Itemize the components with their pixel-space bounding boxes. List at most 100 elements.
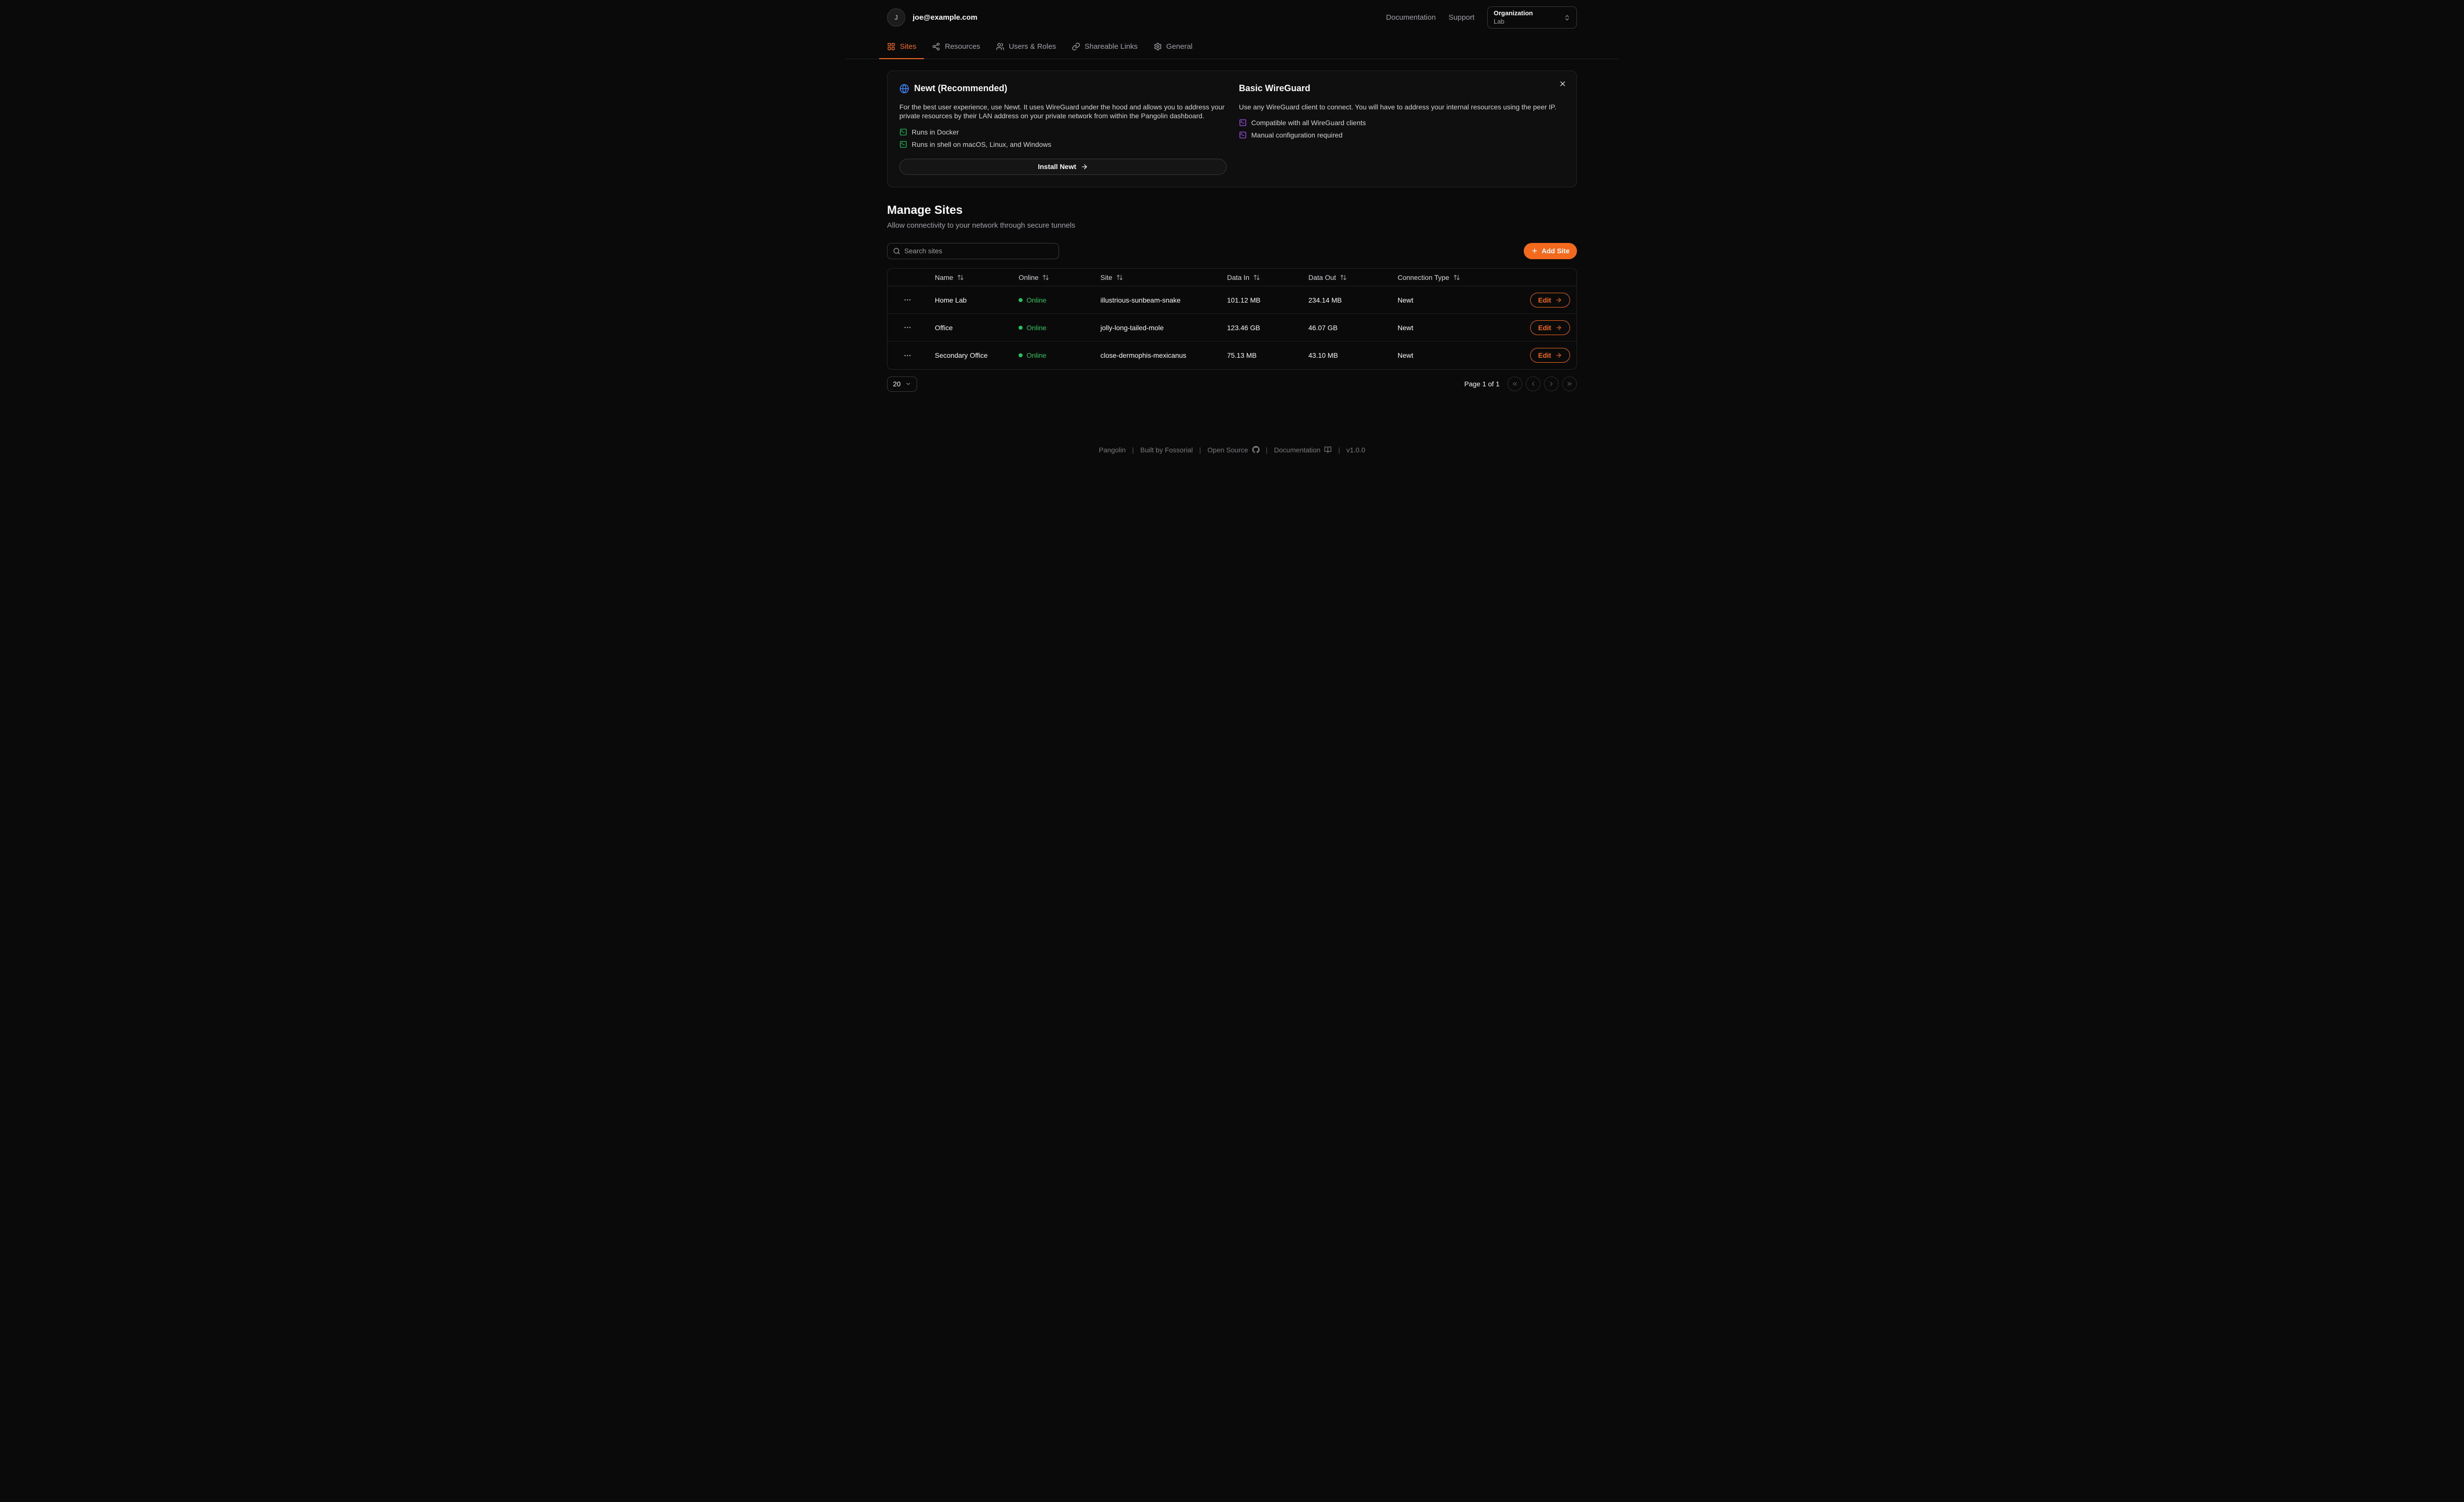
pager-buttons (1507, 376, 1577, 392)
wireguard-feature-manual: Manual configuration required (1239, 131, 1565, 139)
tab-sites[interactable]: Sites (879, 35, 924, 59)
site-name: Home Lab (935, 296, 967, 304)
edit-site-button[interactable]: Edit (1530, 320, 1570, 335)
add-site-button[interactable]: Add Site (1524, 242, 1577, 259)
table-row: Secondary Office Online close-dermophis-… (888, 341, 1576, 369)
data-out-value: 46.07 GB (1308, 323, 1338, 332)
footer-separator: | (1266, 445, 1268, 454)
row-actions-button[interactable] (891, 293, 923, 307)
row-edit-cell: Edit (1524, 341, 1576, 369)
arrow-right-icon (1555, 297, 1562, 304)
footer-separator: | (1132, 445, 1134, 454)
edit-site-button[interactable]: Edit (1530, 292, 1570, 307)
organization-selector[interactable]: Organization Lab (1487, 6, 1577, 29)
close-icon (1559, 80, 1567, 88)
row-connection-type-cell: Newt (1390, 286, 1524, 314)
users-icon (996, 42, 1004, 51)
nav-documentation-link[interactable]: Documentation (1386, 13, 1436, 22)
previous-page-button[interactable] (1526, 376, 1540, 392)
pager-controls: Page 1 of 1 (1464, 376, 1577, 392)
user-identity: J joe@example.com (887, 8, 977, 27)
tab-users-roles-label: Users & Roles (1009, 42, 1056, 51)
page-size-select[interactable]: 20 (887, 376, 917, 392)
sort-name-control[interactable]: Name (935, 273, 964, 281)
footer-fossorial-link[interactable]: Built by Fossorial (1140, 445, 1193, 454)
connection-type-value: Newt (1398, 296, 1413, 304)
edit-button-label: Edit (1538, 323, 1551, 332)
sort-data-out-control[interactable]: Data Out (1308, 273, 1347, 281)
tab-sites-label: Sites (900, 42, 917, 51)
online-dot-icon (1019, 353, 1023, 358)
user-email: joe@example.com (913, 13, 978, 22)
terminal-square-icon (1239, 131, 1247, 139)
sites-table-body: Home Lab Online illustrious-sunbeam-snak… (888, 286, 1576, 369)
next-page-button[interactable] (1544, 376, 1559, 392)
site-slug: close-dermophis-mexicanus (1100, 351, 1187, 360)
banner-close-button[interactable] (1557, 78, 1569, 90)
tab-resources[interactable]: Resources (924, 35, 988, 59)
search-icon (893, 247, 900, 255)
organization-selector-value: Lab (1494, 17, 1505, 25)
online-status: Online (1019, 296, 1089, 304)
page-footer: Pangolin | Built by Fossorial | Open Sou… (887, 446, 1577, 454)
row-data-in-cell: 75.13 MB (1219, 341, 1300, 369)
edit-site-button[interactable]: Edit (1530, 348, 1570, 363)
newt-feature-shell-label: Runs in shell on macOS, Linux, and Windo… (912, 140, 1052, 148)
tab-general[interactable]: General (1146, 35, 1200, 59)
install-newt-button[interactable]: Install Newt (899, 158, 1227, 175)
row-actions-cell (888, 341, 927, 369)
newt-title: Newt (Recommended) (914, 83, 1008, 93)
row-connection-type-cell: Newt (1390, 313, 1524, 342)
row-online-cell: Online (1011, 313, 1093, 342)
link-icon (1072, 42, 1080, 51)
row-name-cell: Office (927, 313, 1011, 342)
arrow-right-icon (1555, 352, 1562, 359)
row-actions-button[interactable] (891, 348, 923, 363)
wireguard-description: Use any WireGuard client to connect. You… (1239, 103, 1557, 111)
tab-shareable-links[interactable]: Shareable Links (1064, 35, 1146, 59)
header-cell-actions (888, 268, 927, 287)
row-site-cell: illustrious-sunbeam-snake (1093, 286, 1219, 314)
row-actions-cell (888, 313, 927, 342)
row-data-out-cell: 46.07 GB (1300, 313, 1390, 342)
top-header: J joe@example.com Documentation Support … (846, 0, 1618, 35)
sites-table-card: Name Online Site (887, 268, 1577, 370)
header-cell-edit (1524, 268, 1576, 287)
install-newt-button-label: Install Newt (1038, 163, 1076, 171)
data-out-value: 43.10 MB (1308, 351, 1338, 360)
sort-site-control[interactable]: Site (1100, 273, 1123, 281)
last-page-button[interactable] (1562, 376, 1577, 392)
row-name-cell: Home Lab (927, 286, 1011, 314)
table-row: Home Lab Online illustrious-sunbeam-snak… (888, 286, 1576, 314)
terminal-square-icon (1239, 119, 1247, 127)
user-avatar[interactable]: J (887, 8, 905, 27)
tab-users-roles[interactable]: Users & Roles (988, 35, 1064, 59)
terminal-square-icon (899, 140, 907, 148)
newt-feature-docker-label: Runs in Docker (912, 128, 959, 136)
github-icon (1252, 446, 1260, 453)
sort-online-control[interactable]: Online (1019, 273, 1049, 281)
footer-version: v1.0.0 (1346, 445, 1366, 454)
gear-icon (1154, 42, 1162, 51)
sort-connection-type-control[interactable]: Connection Type (1398, 273, 1460, 281)
resources-nodes-icon (932, 42, 940, 51)
first-page-button[interactable] (1507, 376, 1522, 392)
wireguard-title: Basic WireGuard (1239, 83, 1310, 93)
row-actions-button[interactable] (891, 320, 923, 335)
page-content: Newt (Recommended) For the best user exp… (846, 70, 1618, 454)
search-input[interactable] (904, 247, 1053, 255)
search-box (887, 242, 1059, 259)
nav-support-link[interactable]: Support (1448, 13, 1474, 22)
onboarding-banner: Newt (Recommended) For the best user exp… (887, 70, 1577, 187)
main-tab-bar: Sites Resources Users & Roles Shareable … (846, 35, 1618, 59)
globe-icon (899, 84, 909, 94)
footer-open-source-link[interactable]: Open Source (1207, 446, 1260, 454)
sort-data-in-control[interactable]: Data In (1227, 273, 1260, 281)
footer-documentation-link[interactable]: Documentation (1274, 446, 1332, 454)
chevron-down-icon (905, 381, 911, 387)
sort-icon (957, 274, 964, 281)
data-in-value: 101.12 MB (1227, 296, 1261, 304)
ellipsis-icon (903, 323, 912, 332)
online-status: Online (1019, 351, 1089, 359)
terminal-square-icon (899, 128, 907, 136)
